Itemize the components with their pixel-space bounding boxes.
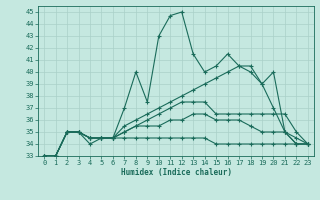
X-axis label: Humidex (Indice chaleur): Humidex (Indice chaleur) (121, 168, 231, 177)
